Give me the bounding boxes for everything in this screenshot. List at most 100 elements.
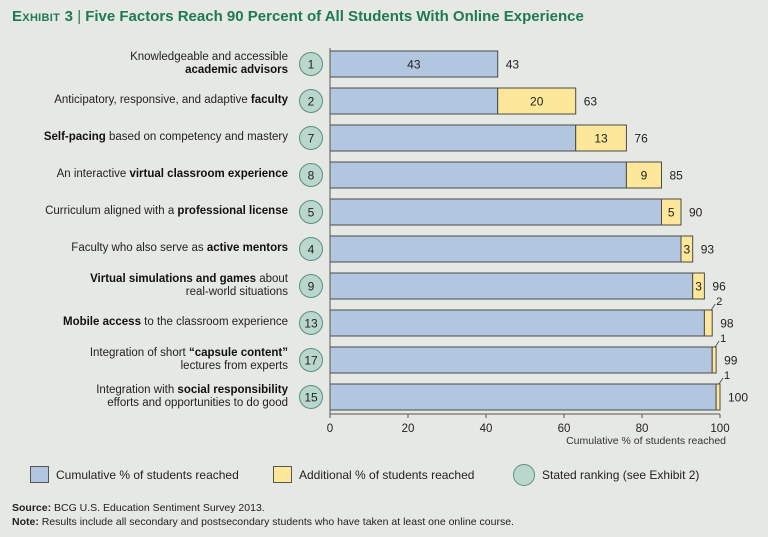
bar-total-label: 63 (584, 95, 598, 109)
x-tick-label: 40 (480, 423, 493, 435)
bar-cumulative (329, 235, 682, 263)
row-label-pre: Knowledgeable and accessible (130, 51, 288, 63)
bar-additional (575, 124, 627, 152)
bar-additional (497, 87, 577, 115)
rank-number: 1 (308, 58, 315, 72)
row-label: Self-pacing based on competency and mast… (0, 131, 288, 144)
row-label-bold: academic advisors (185, 64, 288, 76)
bar-cumulative (329, 309, 705, 337)
row-label-post: about (256, 273, 288, 285)
bar-cumulative (329, 198, 662, 226)
legend-label-additional: Additional % of students reached (299, 467, 475, 482)
bar-value-label: 9 (641, 169, 648, 183)
x-axis-label: Cumulative % of students reached (566, 435, 726, 447)
bar-additional-label: 2 (716, 296, 722, 308)
rank-circle (299, 385, 323, 409)
leader-line (714, 340, 720, 348)
bar-total-label: 96 (712, 280, 726, 294)
x-tick-label: 20 (402, 423, 415, 435)
chart-title: Exhibit 3 | Five Factors Reach 90 Percent … (12, 8, 584, 25)
bar-additional-label: 1 (724, 370, 730, 382)
row-label-bold: Virtual simulations and games (90, 273, 257, 285)
rank-circle (299, 52, 323, 76)
row-label-bold: faculty (250, 94, 288, 106)
bar-total-label: 76 (634, 132, 648, 146)
row-label-line: Faculty who also serve as active mentors (0, 242, 288, 255)
row-label-pre: Integration with (96, 384, 178, 396)
rank-circle (299, 163, 323, 187)
row-label-pre: Curriculum aligned with a (45, 205, 178, 217)
bar-total-label: 43 (506, 58, 520, 72)
bar-additional (625, 161, 663, 189)
row-label-bold: virtual classroom experience (129, 168, 288, 180)
rank-circle (299, 348, 323, 372)
bar-cumulative (329, 161, 627, 189)
row-label: Faculty who also serve as active mentors (0, 242, 288, 255)
rank-number: 8 (308, 169, 315, 183)
row-label-bold: social responsibility (177, 384, 288, 396)
bar-total-label: 100 (728, 391, 748, 405)
bar-value-label: 43 (407, 58, 421, 72)
row-label-bold: “capsule content” (188, 347, 288, 359)
rank-number: 4 (308, 243, 315, 257)
row-label-post: to the classroom experience (140, 316, 288, 328)
bar-additional (680, 235, 694, 263)
row-label-bold: active mentors (206, 242, 288, 254)
row-label-line: efforts and opportunities to do good (0, 397, 288, 410)
row-label-line: real-world situations (0, 286, 288, 299)
bar-additional-label: 1 (720, 333, 726, 345)
bar-total-label: 93 (701, 243, 715, 257)
rank-number: 17 (304, 354, 318, 368)
row-label: Integration of short “capsule content” le… (0, 347, 288, 373)
source-text: BCG U.S. Education Sentiment Survey 2013… (51, 502, 265, 514)
rank-number: 9 (308, 280, 315, 294)
row-label: Knowledgeable and accessible academic adv… (0, 51, 288, 77)
row-label-line: academic advisors (0, 64, 288, 77)
row-label-pre: An interactive (56, 168, 130, 180)
bar-total-label: 85 (670, 169, 684, 183)
rank-circle (299, 311, 323, 335)
legend-label-cumulative: Cumulative % of students reached (56, 467, 239, 482)
bar-value-label: 3 (684, 243, 691, 257)
legend-ranking: Stated ranking (see Exhibit 2) (513, 464, 699, 486)
legend-swatch-cumulative (30, 466, 49, 483)
exhibit-label: Exhibit 3 (12, 8, 74, 25)
rank-circle (299, 126, 323, 150)
rank-circle (299, 237, 323, 261)
row-label-bold: Mobile access (62, 316, 141, 328)
bar-cumulative (329, 272, 694, 300)
title-separator: | (77, 8, 82, 25)
bar-value-label: 20 (530, 95, 544, 109)
row-label: Mobile access to the classroom experienc… (0, 316, 288, 329)
row-label-line: Mobile access to the classroom experienc… (0, 316, 288, 329)
legend-cumulative: Cumulative % of students reached (30, 466, 239, 483)
bar-value-label: 13 (594, 132, 608, 146)
row-label-line: Anticipatory, responsive, and adaptive f… (0, 94, 288, 107)
bar-cumulative (329, 50, 499, 78)
bar-value-label: 5 (668, 206, 675, 220)
rank-number: 2 (308, 95, 315, 109)
row-label-line: Curriculum aligned with a professional l… (0, 205, 288, 218)
row-label-line: Knowledgeable and accessible (0, 51, 288, 64)
row-label: Virtual simulations and games about real-… (0, 273, 288, 299)
row-label-pre: efforts and opportunities to do good (107, 397, 288, 409)
row-label-line: lectures from experts (0, 360, 288, 373)
row-label-pre: Anticipatory, responsive, and adaptive (54, 94, 251, 106)
legend-swatch-additional (273, 466, 292, 483)
bar-total-label: 98 (720, 317, 734, 331)
footnote: Note: Results include all secondary and … (12, 516, 514, 528)
rank-number: 5 (308, 206, 315, 220)
legend-additional: Additional % of students reached (273, 466, 474, 483)
rank-number: 15 (304, 391, 318, 405)
row-label-post: based on competency and mastery (105, 131, 288, 143)
bar-cumulative (329, 383, 717, 411)
legend-ranking-circle-icon (513, 464, 535, 486)
note-text: Results include all secondary and postse… (38, 516, 514, 528)
rank-number: 13 (304, 317, 318, 331)
bar-cumulative (329, 87, 499, 115)
bar-additional (715, 383, 721, 411)
leader-line (710, 303, 716, 311)
legend-label-ranking: Stated ranking (see Exhibit 2) (542, 468, 700, 482)
bar-value-label: 3 (695, 280, 702, 294)
